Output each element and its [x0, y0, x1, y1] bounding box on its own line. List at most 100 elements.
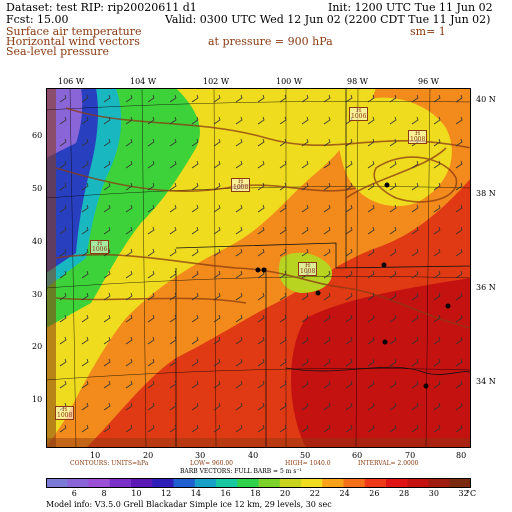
smoothing: sm= 1 — [410, 25, 446, 38]
colorbar-label: 10 — [131, 489, 142, 498]
wind-barb — [345, 380, 353, 389]
colorbar-swatch — [194, 478, 217, 488]
wind-barb — [81, 116, 89, 125]
wind-barb — [279, 314, 287, 323]
wind-barb — [279, 292, 287, 301]
wind-barb — [191, 226, 199, 235]
wind-barb — [191, 402, 199, 411]
wind-barb — [81, 292, 89, 301]
x-tick: 70 — [405, 451, 416, 460]
wind-barb — [191, 182, 199, 191]
wind-barb — [103, 336, 111, 345]
wind-barb — [411, 248, 419, 257]
wind-barb — [81, 204, 89, 213]
contour-low: LOW= 960.00 — [190, 460, 233, 467]
wind-barb — [59, 160, 67, 169]
forecast-hour: Fcst: 15.00 — [6, 13, 69, 26]
wind-barb — [279, 160, 287, 169]
wind-barb — [59, 270, 67, 279]
wind-barb — [125, 270, 133, 279]
wind-barb — [125, 226, 133, 235]
wind-barb — [169, 270, 177, 279]
wind-barb — [279, 204, 287, 213]
wind-barb — [455, 160, 463, 169]
colorbar-swatch — [131, 478, 153, 488]
wind-barb — [389, 424, 397, 433]
high-label: H 1008 — [298, 262, 318, 276]
wind-barb — [191, 248, 199, 257]
wind-barb — [147, 204, 155, 213]
wind-barb — [279, 336, 287, 345]
wind-barb — [345, 402, 353, 411]
colorbar-swatch — [428, 478, 451, 488]
wind-barb — [301, 116, 309, 125]
wind-barb — [257, 380, 265, 389]
wind-barb — [235, 380, 243, 389]
wind-barb — [433, 314, 441, 323]
wind-barb — [389, 116, 397, 125]
wind-barb — [367, 424, 375, 433]
wind-barb — [323, 314, 331, 323]
wind-barb — [103, 226, 111, 235]
wind-barb — [191, 314, 199, 323]
wind-barb — [411, 358, 419, 367]
wind-barb — [345, 160, 353, 169]
wind-barb — [147, 380, 155, 389]
wind-barb — [103, 138, 111, 147]
wind-barb — [345, 182, 353, 191]
wind-barb — [323, 424, 331, 433]
lat-label: 34 N — [476, 377, 496, 386]
wind-barb — [301, 292, 309, 301]
wind-barb — [59, 248, 67, 257]
wind-barb — [213, 116, 221, 125]
wind-barb — [147, 160, 155, 169]
wind-barb — [411, 116, 419, 125]
wind-barb — [213, 358, 221, 367]
wind-barb — [213, 138, 221, 147]
wind-barb — [367, 270, 375, 279]
wind-barb — [235, 424, 243, 433]
wind-barb — [257, 314, 265, 323]
wind-barb — [433, 94, 441, 103]
contour-high: HIGH= 1040.0 — [285, 460, 331, 467]
wind-barb — [125, 182, 133, 191]
wind-barb — [103, 424, 111, 433]
wind-barb — [345, 314, 353, 323]
wind-barb — [433, 160, 441, 169]
wind-barb — [147, 226, 155, 235]
colorbar-label: 8 — [101, 489, 107, 498]
wind-barb — [59, 314, 67, 323]
wind-barb — [235, 226, 243, 235]
wind-barb — [125, 116, 133, 125]
wind-barb — [323, 94, 331, 103]
colorbar-swatch — [46, 478, 68, 488]
wind-barb — [345, 248, 353, 257]
wind-barb — [279, 248, 287, 257]
wind-barb — [345, 204, 353, 213]
wind-barb — [323, 138, 331, 147]
lon-label: 98 W — [347, 77, 368, 86]
wind-barb — [367, 182, 375, 191]
wind-barb — [125, 402, 133, 411]
wind-barb — [81, 358, 89, 367]
wind-barb — [213, 204, 221, 213]
wind-barb — [301, 94, 309, 103]
wind-barb — [147, 182, 155, 191]
wind-barb — [59, 204, 67, 213]
wind-barb — [367, 292, 375, 301]
colorbar-swatch — [152, 478, 174, 488]
wind-barb — [81, 160, 89, 169]
wind-barb — [169, 248, 177, 257]
lon-label: 100 W — [276, 77, 303, 86]
wind-barb — [433, 292, 441, 301]
colorbar-swatch — [386, 478, 408, 488]
wind-barb — [103, 270, 111, 279]
wind-barb — [345, 94, 353, 103]
wind-barb — [257, 248, 265, 257]
wind-barb — [301, 402, 309, 411]
wind-barb — [257, 204, 265, 213]
wind-barb — [191, 358, 199, 367]
wind-barb — [455, 116, 463, 125]
y-tick: 60 — [32, 131, 43, 140]
x-tick: 80 — [456, 451, 467, 460]
